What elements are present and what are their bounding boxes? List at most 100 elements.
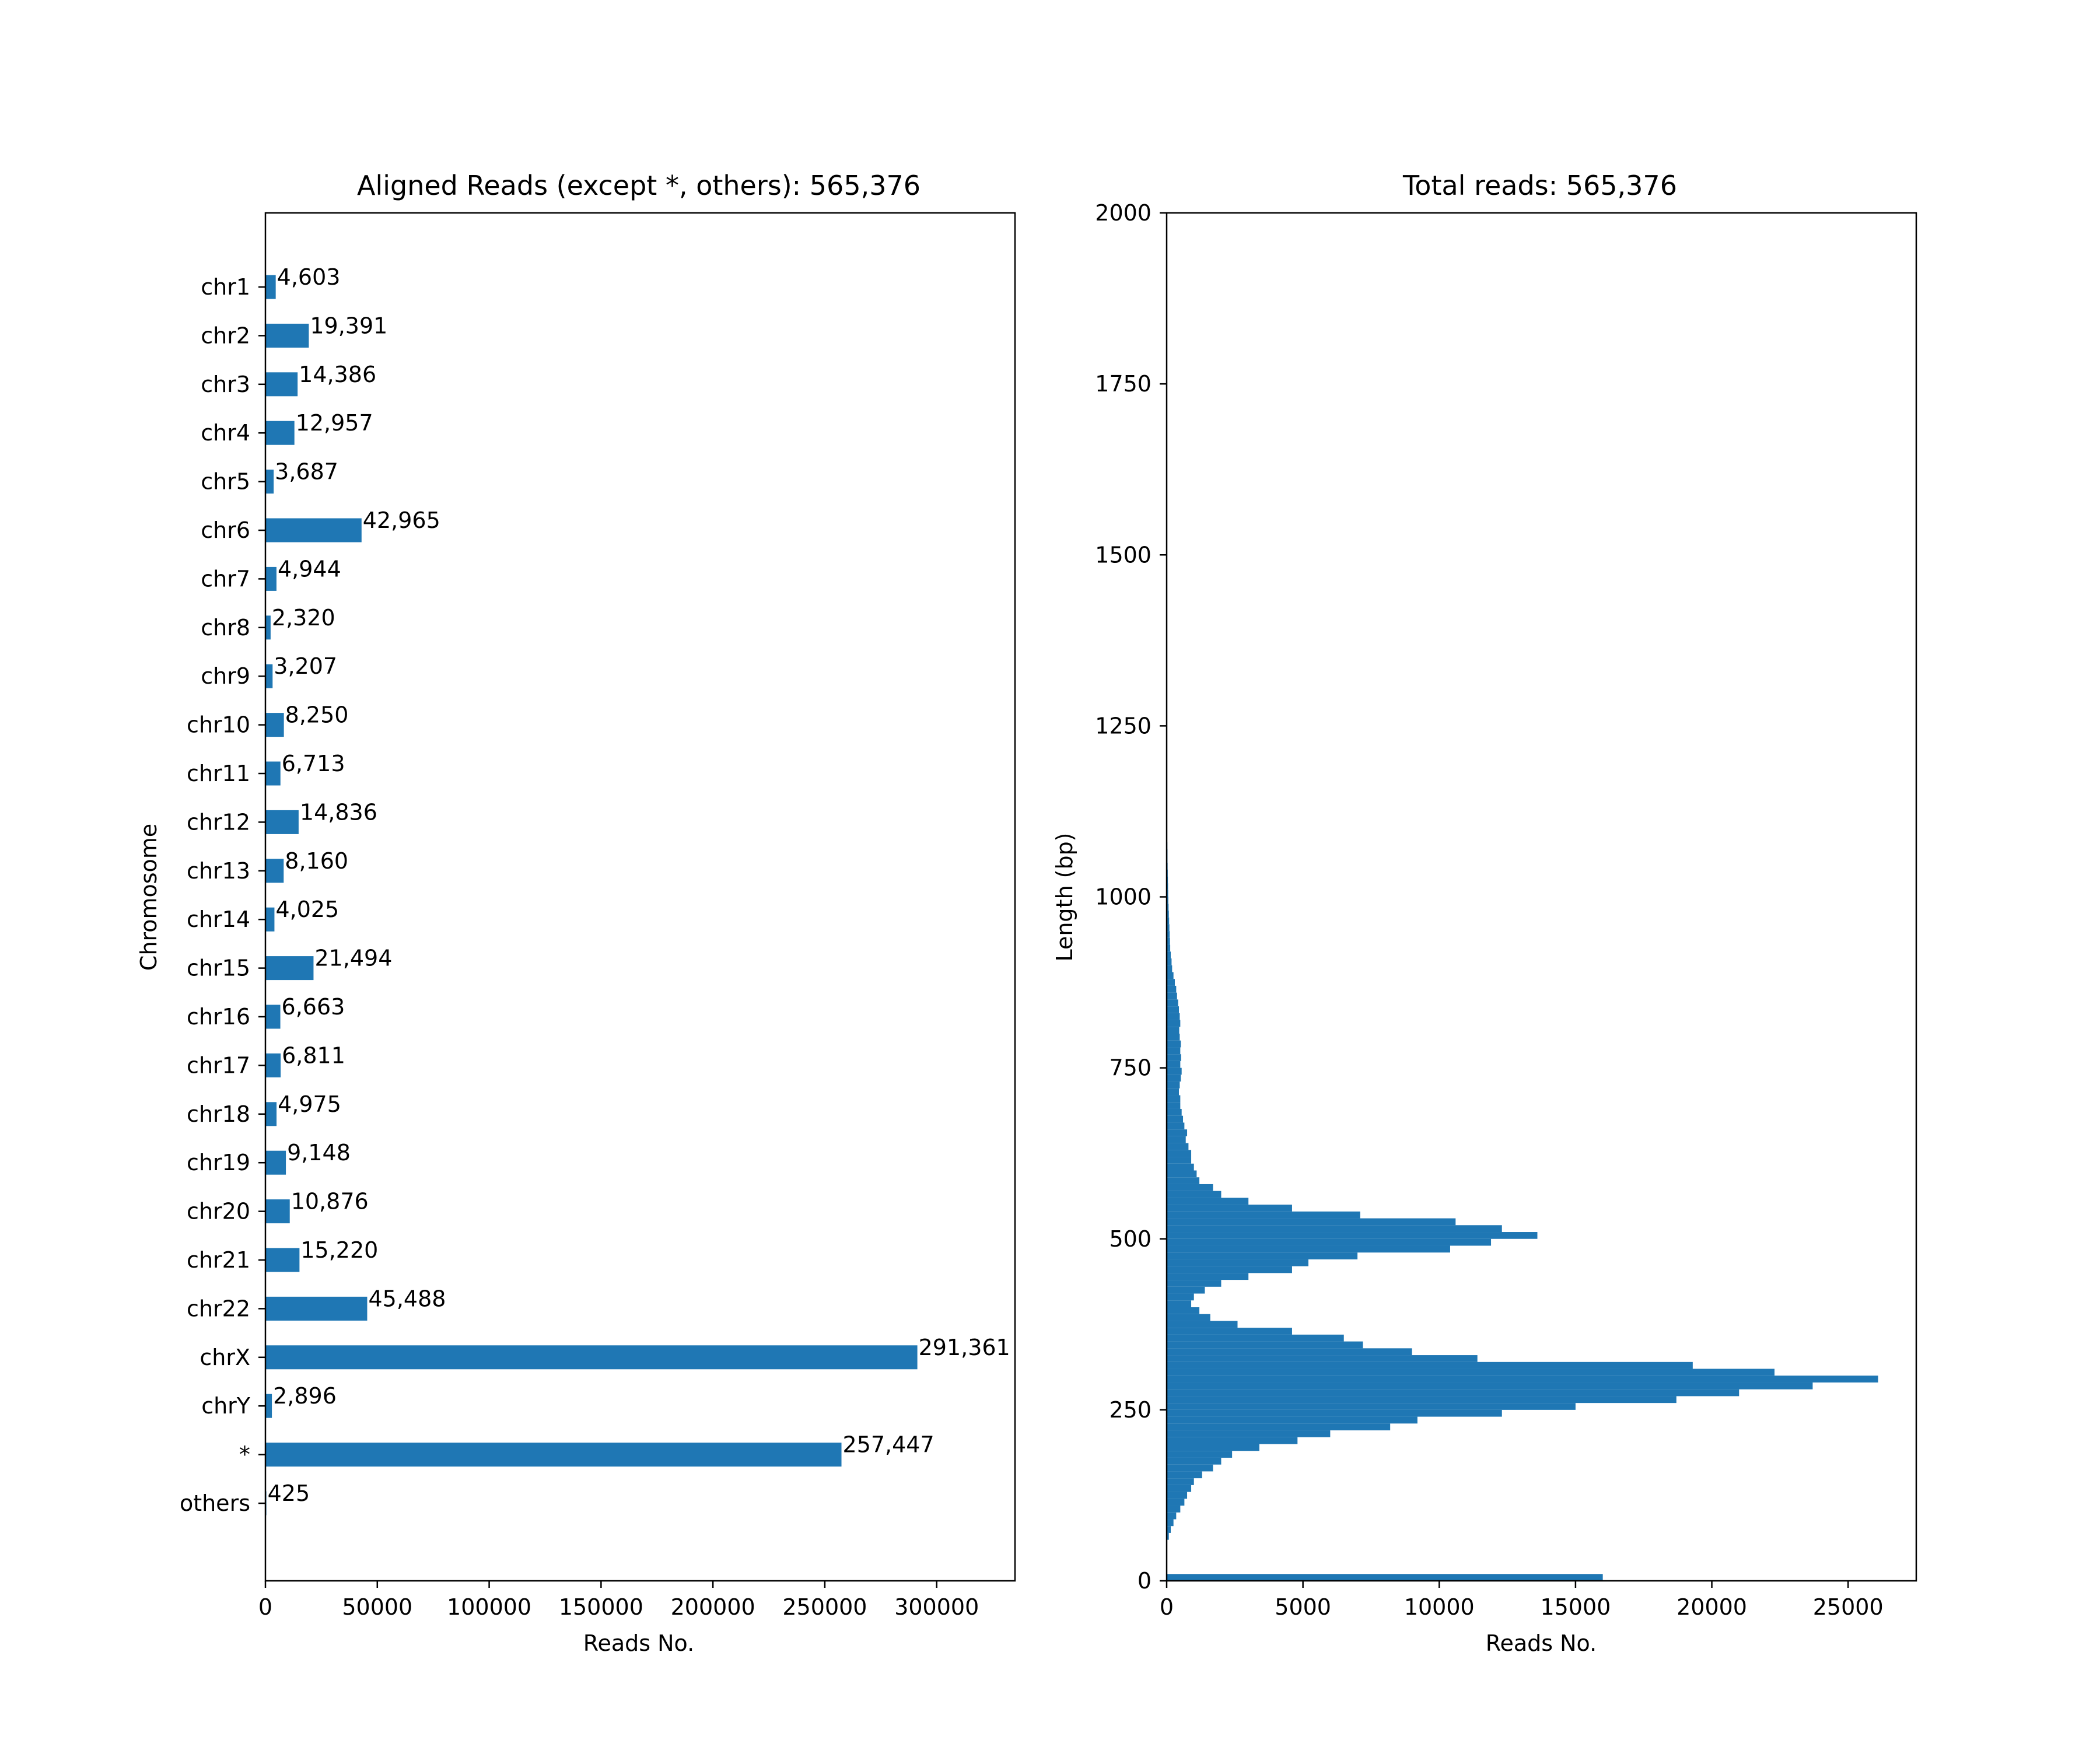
y-tick-label: chr8 [201,615,250,640]
histogram-bar [1167,1027,1180,1034]
histogram-bar [1167,999,1178,1007]
histogram-bar [1167,1082,1180,1088]
y-tick-label: chr10 [187,712,250,738]
y-tick-label: chr4 [201,420,250,446]
histogram-bar [1167,965,1172,972]
y-tick-label: 750 [1109,1055,1152,1081]
value-label: 2,320 [272,605,335,631]
bar-chr16 [265,1005,281,1029]
y-tick-label: chr22 [187,1296,250,1321]
histogram-bar [1167,1245,1450,1253]
histogram-bar [1167,904,1169,911]
value-label: 257,447 [843,1432,935,1458]
histogram-bar [1167,1321,1238,1328]
histogram-bar [1167,1368,1775,1376]
left-plot-frame [264,212,1016,1582]
y-tick-label: chr20 [187,1199,250,1224]
histogram-bar [1167,1478,1194,1485]
histogram-bar [1167,1020,1181,1027]
histogram-bar [1167,1471,1202,1479]
value-label: 425 [268,1480,310,1506]
histogram-bar [1167,1157,1192,1164]
value-label: 4,025 [275,897,339,922]
y-tick-label: chrX [200,1345,250,1370]
histogram-bar [1167,1136,1186,1143]
x-tick-label: 10000 [1404,1594,1475,1620]
value-label: 4,603 [277,264,341,290]
x-tick-label: 100000 [447,1594,531,1620]
histogram-bar [1167,1506,1181,1513]
histogram-bar [1167,1376,1878,1382]
right-plot-frame [1166,212,1917,1582]
histogram-bar [1167,1409,1502,1417]
histogram-bar [1167,1191,1222,1198]
value-label: 8,250 [285,702,349,728]
y-tick-label: 1250 [1095,713,1152,738]
chromosome-bar-chart: Aligned Reads (except *, others): 565,37… [136,170,1016,1656]
bar-chrX [265,1345,918,1370]
left-bars [265,275,918,1516]
histogram-bar [1167,1451,1233,1458]
value-label: 14,386 [299,362,376,387]
histogram-bar [1167,958,1172,965]
y-tick-label: * [239,1442,250,1468]
x-tick-label: 0 [258,1594,272,1620]
bar-chr19 [265,1150,286,1175]
histogram-bar [1167,1512,1177,1520]
histogram-bar [1167,1047,1181,1055]
histogram-bar [1167,1205,1292,1212]
histogram-bar [1167,979,1175,986]
histogram-bar [1167,1252,1358,1259]
value-label: 15,220 [300,1237,378,1263]
bar-chr14 [265,907,275,932]
histogram-bars [1167,801,1878,1581]
value-label: 9,148 [287,1140,351,1166]
bar-chr9 [265,664,273,688]
histogram-bar [1167,1068,1182,1075]
histogram-bar [1167,1232,1538,1239]
histogram-bar [1167,1102,1181,1109]
y-tick-label: chr13 [187,858,250,884]
value-label: 14,836 [300,799,377,825]
histogram-bar [1167,1526,1171,1533]
value-label: 42,965 [363,508,440,533]
y-tick-label: chr7 [201,566,250,592]
histogram-bar [1167,1218,1456,1226]
value-label: 21,494 [314,946,392,971]
histogram-bar [1167,1430,1331,1437]
bar-chr2 [265,323,309,348]
value-label: 6,713 [282,751,345,776]
bar-chr18 [265,1102,277,1126]
histogram-bar [1167,1177,1200,1184]
y-tick-label: 2000 [1095,200,1152,226]
histogram-bar [1167,1054,1181,1061]
y-tick-label: 1500 [1095,542,1152,568]
value-label: 10,876 [291,1189,369,1214]
histogram-bar [1167,1416,1418,1424]
histogram-bar [1167,1499,1185,1506]
histogram-bar [1167,1150,1192,1157]
left-x-axis-label: Reads No. [583,1630,694,1656]
y-tick-label: 500 [1109,1226,1152,1252]
x-tick-label: 25000 [1813,1594,1884,1620]
y-tick-label: chr6 [201,517,250,543]
histogram-bar [1167,951,1171,959]
value-label: 4,944 [278,556,341,582]
y-tick-label: chr2 [201,323,250,348]
histogram-bar [1167,1238,1492,1246]
value-label: 3,207 [274,653,337,679]
x-tick-label: 250000 [782,1594,867,1620]
histogram-bar [1167,1362,1693,1369]
histogram-bar [1167,1108,1182,1116]
histogram-bar [1167,1184,1213,1191]
histogram-bar [1167,1300,1192,1307]
y-tick-label: 1000 [1095,884,1152,910]
histogram-bar [1167,1074,1181,1082]
left-value-labels: 4,603 19,391 14,386 12,957 3,687 42,965 4,944 2… [268,264,1010,1506]
histogram-bar [1167,1334,1344,1342]
histogram-bar [1167,1259,1308,1266]
right-x-ticks: 0 5000 10000 15000 20000 25000 [1160,1581,1884,1620]
value-label: 12,957 [296,410,373,436]
histogram-bar [1167,1211,1360,1219]
